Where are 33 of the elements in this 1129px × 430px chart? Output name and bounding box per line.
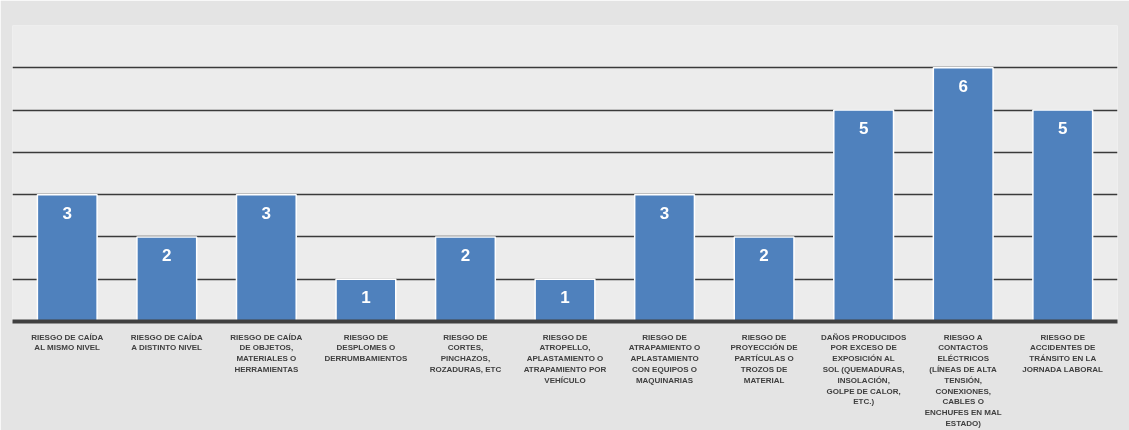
x-tick-label: RIESGO DE CAÍDA AL MISMO NIVEL — [31, 332, 104, 353]
bar — [932, 67, 994, 322]
category-label: RIESGO A CONTACTOS ELÉCTRICOS (LÍNEAS DE ALTA TENSIÓN, CONEXIONES, CABLES O ENCHUFES EN MAL ESTADO) — [924, 332, 1002, 428]
data-label: 1 — [361, 288, 371, 308]
data-label: 1 — [560, 288, 570, 308]
x-tick-label: RIESGO DE PROYECCIÓN DE PARTÍCULAS O TROZOS DE MATERIAL — [730, 332, 799, 385]
x-tick-label: RIESGO DE CAÍDA DE OBJETOS, MATERIALES O HERRAMIENTAS — [230, 332, 303, 374]
bar — [733, 236, 795, 322]
bar — [1032, 109, 1094, 322]
data-label: 3 — [659, 203, 670, 223]
x-tick-label: RIESGO DE CAÍDA A DISTINTO NIVEL — [130, 332, 204, 353]
bar — [534, 278, 596, 322]
data-label: 5 — [1058, 119, 1068, 139]
bar — [633, 193, 696, 322]
data-label: 2 — [759, 245, 769, 265]
bar — [235, 193, 297, 322]
data-label: 3 — [261, 203, 272, 223]
bar — [136, 236, 198, 322]
x-tick-label: RIESGO DE ATROPELLO, APLASTAMIENTO O ATRAPAMIENTO POR VEHÍCULO — [523, 332, 607, 385]
bar — [833, 109, 895, 322]
bar — [434, 236, 497, 322]
bar — [335, 278, 397, 322]
data-label: 5 — [858, 119, 869, 139]
data-label: 6 — [958, 76, 968, 96]
bar — [36, 193, 98, 322]
x-tick-label: RIESGO DE ATRAPAMIENTO O APLASTAMIENTO CON EQUIPOS O MAQUINARIAS — [628, 332, 701, 385]
x-tick-label: DAÑOS PRODUCIDOS POR EXCESO DE EXPOSICIÓN AL SOL (QUEMADURAS, INSOLACIÓN, GOLPE DE CALOR, ETC.) — [820, 332, 907, 407]
x-tick-label: RIESGO DE CORTES, PINCHAZOS, ROZADURAS, ETC — [429, 332, 502, 374]
x-tick-label: RIESGO DE ACCIDENTES DE TRÁNSITO EN LA JORNADA LABORAL — [1022, 332, 1104, 374]
data-label: 2 — [460, 245, 471, 265]
data-label: 3 — [62, 203, 72, 223]
x-tick-label: RIESGO DE DESPLOMES O DERRUMBAMIENTOS — [324, 332, 409, 364]
data-label: 2 — [162, 245, 172, 265]
